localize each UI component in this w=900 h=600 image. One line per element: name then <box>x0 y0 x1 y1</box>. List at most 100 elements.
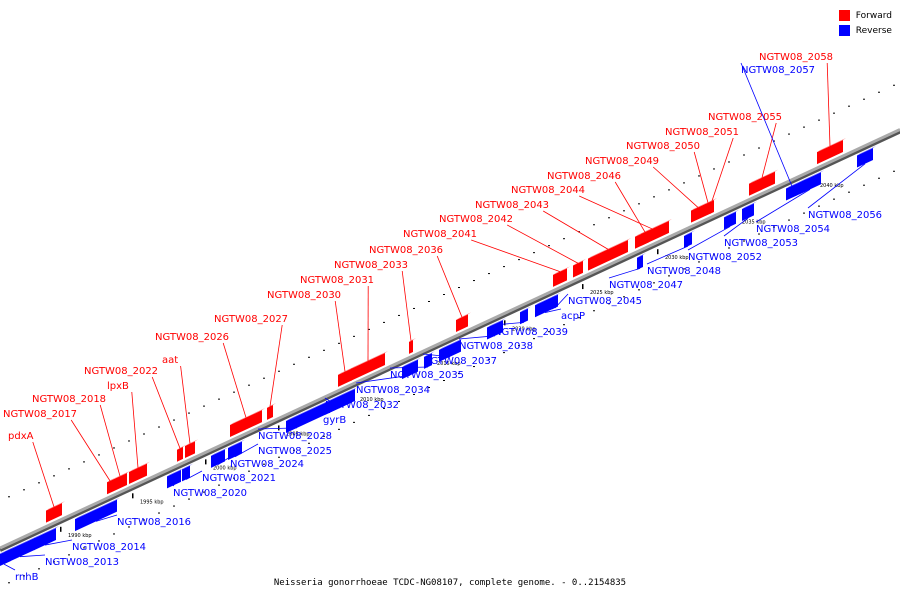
guide-dot <box>413 307 415 309</box>
gene-face <box>113 472 127 492</box>
gene-leader-line <box>180 365 191 444</box>
reverse-swatch <box>838 25 850 36</box>
gene-top <box>552 292 561 298</box>
guide-dot <box>143 433 145 435</box>
guide-dot <box>98 454 100 456</box>
scale-label: 2040 kbp <box>820 183 844 189</box>
gene-label: NGTW08_2052 <box>688 252 762 263</box>
guide-dot <box>368 328 370 330</box>
guide-dot <box>413 393 415 395</box>
gene-top <box>573 258 586 266</box>
gene-face <box>267 405 273 420</box>
gene-face <box>641 230 649 246</box>
gene-label: NGTW08_2058 <box>759 52 833 63</box>
gene-block <box>5 535 38 564</box>
gene-top <box>228 439 245 448</box>
axis-shadow <box>0 129 900 552</box>
gene-face <box>338 368 352 387</box>
guide-dot <box>488 359 490 361</box>
guide-dot <box>773 140 775 142</box>
gene-leader-line <box>151 376 181 449</box>
legend-item-reverse: Reverse <box>838 23 892 38</box>
gene-block <box>185 439 198 458</box>
gene-face <box>553 268 567 287</box>
lower-guide-dots <box>8 170 895 584</box>
guide-dot <box>893 84 895 86</box>
guide-dot <box>68 468 70 470</box>
guide-dot <box>728 247 730 249</box>
gene-leader-line <box>401 270 412 341</box>
gene-block <box>749 169 778 196</box>
gene-face <box>286 410 308 434</box>
gene-block <box>286 408 311 434</box>
scale-label: 2025 kbp <box>590 290 614 296</box>
guide-dot <box>683 182 685 184</box>
guide-dot <box>728 161 730 163</box>
gene-face <box>211 449 225 468</box>
guide-dot <box>83 547 85 549</box>
guide-dot <box>23 575 25 577</box>
gene-top <box>129 461 150 473</box>
guide-dot <box>788 219 790 221</box>
guide-dot <box>338 428 340 430</box>
guide-dot <box>818 119 820 121</box>
gene-label: NGTW08_2047 <box>609 280 683 291</box>
gene-top <box>742 201 757 209</box>
gene-block <box>75 497 120 532</box>
gene-leader-line <box>185 470 203 480</box>
gene-block <box>857 146 876 168</box>
gene-label: NGTW08_2026 <box>155 332 229 343</box>
guide-dot <box>158 426 160 428</box>
gene-leader-line <box>257 427 298 430</box>
gene-leader-line <box>19 554 46 558</box>
scale-tick <box>582 284 584 290</box>
gene-leader-line <box>755 189 811 223</box>
gene-leader-line <box>99 404 121 477</box>
genome-caption: Neisseria gonorrhoeae TCDC-NG08107, comp… <box>273 578 627 588</box>
gene-face <box>351 352 385 381</box>
guide-dot <box>38 568 40 570</box>
gene-block <box>351 350 388 381</box>
guide-dot <box>83 461 85 463</box>
guide-dot <box>848 191 850 193</box>
guide-dot <box>8 496 10 498</box>
gene-leader-line <box>761 122 777 178</box>
gene-block <box>409 337 416 354</box>
gene-label: pdxA <box>8 431 34 442</box>
gene-leader-line <box>70 419 111 482</box>
gene-label: NGTW08_2036 <box>369 245 443 256</box>
gene-top <box>211 447 228 456</box>
guide-dot <box>428 300 430 302</box>
guide-dot <box>38 482 40 484</box>
gene-top <box>46 501 65 511</box>
guide-dot <box>878 177 880 179</box>
gene-block <box>402 357 421 380</box>
gene-top <box>351 350 388 369</box>
gene-leader-line <box>826 62 831 147</box>
guide-dot <box>758 147 760 149</box>
guide-dot <box>653 196 655 198</box>
guide-dot <box>368 414 370 416</box>
gene-label: rnhB <box>15 572 39 583</box>
guide-dot <box>143 519 145 521</box>
gene-leader-line <box>422 353 451 358</box>
gene-top <box>182 463 193 470</box>
gene-label: NGTW08_2022 <box>84 366 158 377</box>
gene-label: NGTW08_2016 <box>117 517 191 528</box>
gene-top <box>286 408 311 422</box>
gene-label: NGTW08_2054 <box>756 224 830 235</box>
gene-label: NGTW08_2055 <box>708 112 782 123</box>
gene-top <box>439 337 464 350</box>
guide-dot <box>743 240 745 242</box>
gene-label: NGTW08_2032 <box>325 400 399 411</box>
gene-label: NGTW08_2030 <box>267 290 341 301</box>
gene-top <box>520 306 531 313</box>
guide-dot <box>293 449 295 451</box>
gene-face <box>552 294 558 310</box>
gene-leader-line <box>32 441 55 508</box>
guide-dot <box>278 456 280 458</box>
gene-face <box>710 199 714 214</box>
gene-top <box>34 525 59 539</box>
guide-dot <box>398 314 400 316</box>
